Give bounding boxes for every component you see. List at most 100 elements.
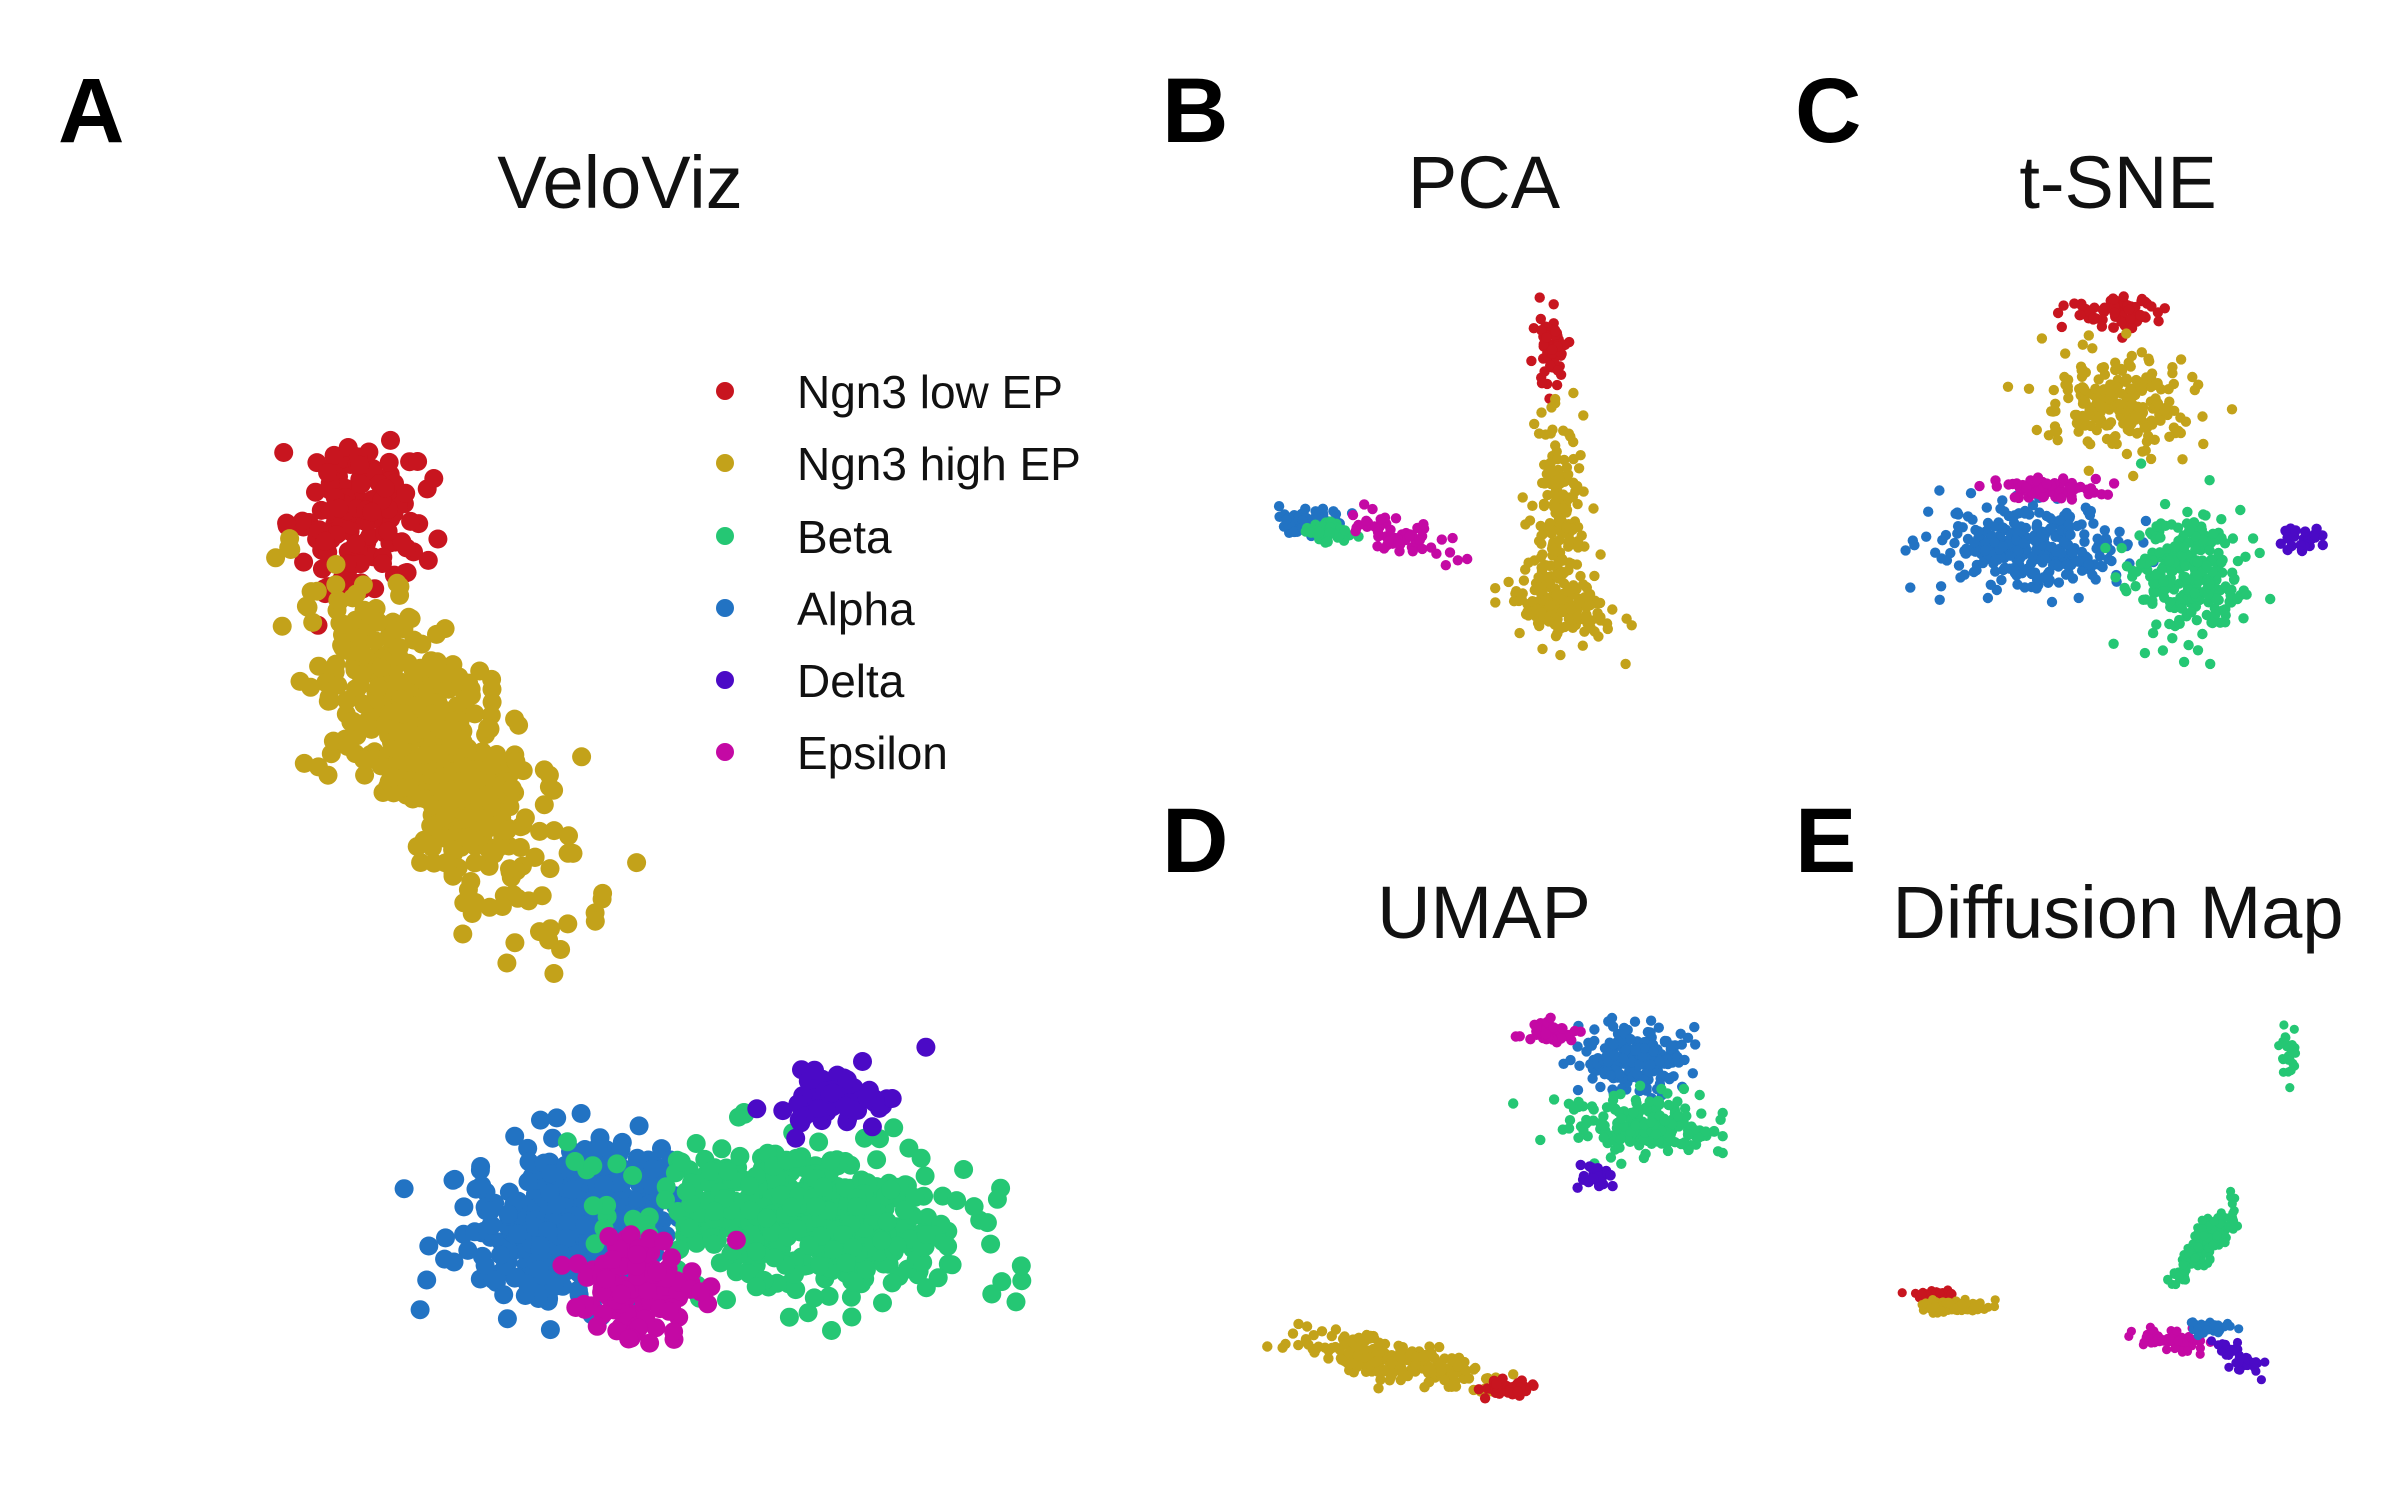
point-ngn3-high-ep [2131, 374, 2142, 386]
point-ngn3-high-ep [2175, 354, 2187, 365]
point-ngn3-low-ep [373, 554, 392, 573]
point-beta [676, 1182, 696, 1202]
point-alpha [1609, 1050, 1621, 1061]
point-ngn3-high-ep [2145, 453, 2157, 465]
point-beta [2100, 542, 2111, 554]
point-ngn3-high-ep [1434, 1341, 1445, 1353]
point-ngn3-high-ep [365, 631, 385, 651]
point-ngn3-high-ep [1529, 418, 1540, 430]
point-ngn3-high-ep [1287, 1328, 1299, 1339]
point-beta [766, 1170, 786, 1190]
point-delta [837, 1070, 857, 1090]
point-delta [747, 1099, 767, 1119]
point-beta [2279, 1020, 2289, 1030]
point-ngn3-low-ep [2152, 307, 2164, 318]
point-ngn3-high-ep [1520, 519, 1531, 530]
point-epsilon [1545, 1012, 1556, 1023]
point-ngn3-high-ep [1517, 492, 1528, 503]
point-beta [704, 1201, 724, 1221]
point-beta [1508, 1098, 1519, 1109]
point-alpha [1602, 1056, 1614, 1067]
legend-marker-beta [716, 527, 734, 545]
point-beta [597, 1195, 617, 1215]
point-delta [2317, 539, 2328, 551]
point-beta [2179, 541, 2190, 553]
point-delta [823, 1083, 843, 1103]
point-alpha [410, 1300, 430, 1320]
panel-letter-e: E [1795, 790, 1856, 892]
point-ngn3-high-ep [1989, 1301, 2000, 1312]
point-alpha [1967, 514, 1978, 525]
point-beta [2228, 1208, 2238, 1218]
point-alpha [2106, 555, 2117, 567]
point-ngn3-high-ep [437, 664, 457, 684]
point-ngn3-high-ep [2072, 415, 2083, 426]
point-ngn3-high-ep [1557, 553, 1568, 565]
point-ngn3-high-ep [2226, 404, 2238, 415]
point-alpha [1572, 1084, 1584, 1096]
point-alpha [419, 1236, 439, 1256]
point-beta [2238, 613, 2249, 624]
point-delta [2286, 540, 2297, 552]
point-beta [1563, 1123, 1575, 1134]
point-ngn3-low-ep [306, 482, 325, 502]
point-ngn3-high-ep [1468, 1364, 1480, 1375]
point-ngn3-high-ep [1595, 549, 1606, 560]
point-alpha [1630, 1045, 1641, 1056]
scatter-plot-diffusion-map [1897, 1020, 2301, 1385]
point-ngn3-low-ep [2108, 322, 2119, 333]
point-beta [2192, 556, 2203, 568]
point-ngn3-high-ep [326, 555, 346, 574]
point-ngn3-low-ep [2069, 298, 2080, 309]
point-alpha [472, 1176, 492, 1195]
point-alpha [541, 1164, 561, 1184]
point-alpha [2054, 515, 2065, 526]
point-beta [1650, 1129, 1662, 1140]
point-ngn3-high-ep [352, 665, 372, 685]
point-ngn3-high-ep [2060, 348, 2071, 359]
point-alpha [557, 1228, 577, 1248]
point-ngn3-high-ep [2198, 438, 2209, 450]
point-ngn3-high-ep [1550, 502, 1562, 513]
point-ngn3-high-ep [457, 828, 477, 848]
point-ngn3-low-ep [351, 474, 371, 494]
point-ngn3-high-ep [2094, 400, 2106, 411]
panel-letter-b: B [1162, 60, 1228, 162]
point-ngn3-low-ep [1551, 379, 1563, 391]
point-alpha [1690, 1039, 1701, 1050]
point-alpha [575, 1215, 595, 1235]
point-beta [2228, 1224, 2238, 1234]
point-alpha [629, 1116, 649, 1136]
point-ngn3-high-ep [1520, 564, 1531, 575]
point-ngn3-high-ep [1373, 1383, 1384, 1394]
point-delta [805, 1060, 824, 1080]
point-ngn3-high-ep [326, 654, 346, 674]
point-ngn3-high-ep [2168, 422, 2180, 433]
point-alpha [1653, 1022, 1665, 1033]
point-ngn3-high-ep [1547, 424, 1558, 435]
legend-marker-delta [716, 671, 734, 689]
point-beta [2184, 1247, 2194, 1257]
point-ngn3-high-ep [2128, 470, 2139, 482]
point-alpha [2030, 536, 2041, 547]
point-ngn3-high-ep [2077, 339, 2088, 350]
point-delta [773, 1101, 793, 1121]
point-beta [2204, 578, 2215, 590]
point-alpha [2094, 551, 2105, 562]
point-ngn3-high-ep [1589, 570, 1600, 582]
point-beta [2265, 593, 2276, 605]
point-alpha [1934, 594, 1945, 605]
point-epsilon [1452, 555, 1464, 566]
point-beta [1615, 1133, 1626, 1145]
point-ngn3-high-ep [1548, 489, 1560, 500]
point-delta [2233, 1365, 2244, 1375]
point-beta [583, 1156, 603, 1176]
point-beta [1630, 1094, 1642, 1106]
point-ngn3-high-ep [383, 767, 403, 787]
point-ngn3-high-ep [2147, 419, 2158, 430]
point-beta [1717, 1131, 1728, 1142]
point-ngn3-high-ep [1293, 1339, 1304, 1351]
point-beta [1678, 1083, 1690, 1095]
point-beta [2205, 1255, 2215, 1265]
point-ngn3-high-ep [436, 853, 455, 873]
